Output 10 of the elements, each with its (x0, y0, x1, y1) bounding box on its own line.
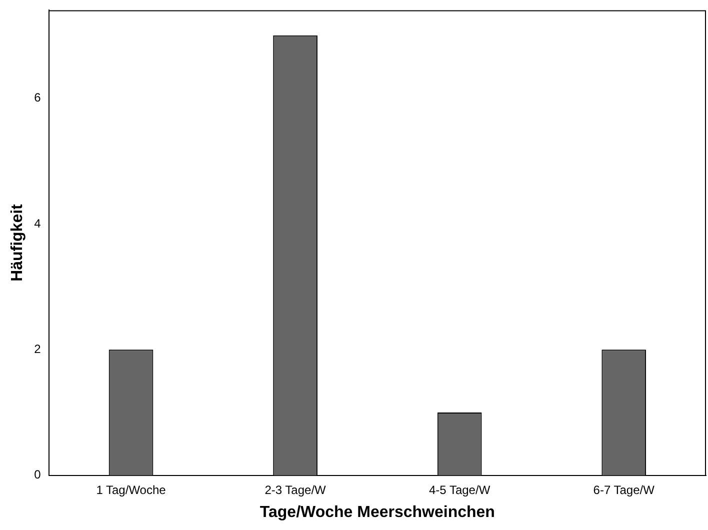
x-tick-label: 2-3 Tage/W (264, 482, 327, 497)
x-tick-label: 6-7 Tage/W (593, 482, 656, 497)
y-tick-label: 6 (34, 90, 42, 105)
x-tick-label: 4-5 Tage/W (429, 482, 491, 497)
x-axis-title: Tage/Woche Meerschweinchen (260, 504, 495, 521)
y-tick-label: 4 (34, 216, 42, 230)
y-axis-title: Häufigkeit (9, 203, 26, 282)
x-tick-label: 1 Tag/Woche (96, 482, 166, 497)
y-tick-label: 0 (34, 468, 42, 482)
y-tick-label: 2 (34, 342, 42, 356)
